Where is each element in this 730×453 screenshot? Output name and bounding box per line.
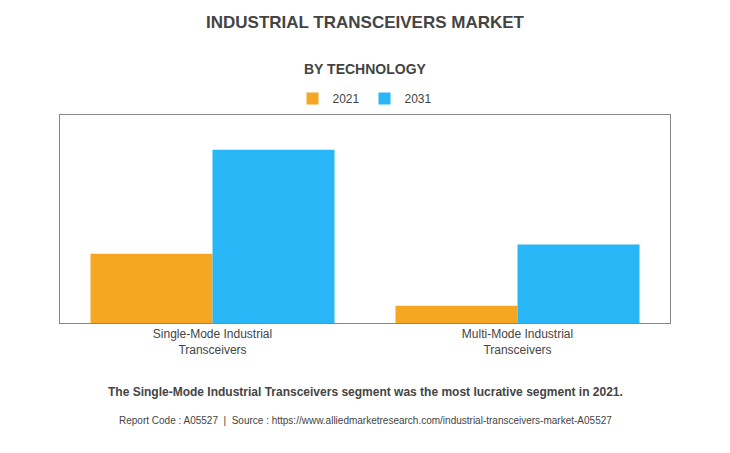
- svg-text:2031: 2031: [405, 92, 432, 106]
- svg-text:2021: 2021: [333, 92, 360, 106]
- svg-text:Single-Mode IndustrialTranscei: Single-Mode IndustrialTransceivers: [153, 327, 272, 357]
- svg-text:BY TECHNOLOGY: BY TECHNOLOGY: [304, 61, 427, 77]
- svg-text:The Single-Mode Industrial Tra: The Single-Mode Industrial Transceivers …: [108, 385, 623, 399]
- svg-text:Multi-Mode IndustrialTransceiv: Multi-Mode IndustrialTransceivers: [462, 327, 573, 357]
- svg-text:Report Code : A05527 | Sourc: Report Code : A05527 | Source : https://…: [119, 415, 612, 426]
- svg-text:INDUSTRIAL TRANSCEIVERS MARKET: INDUSTRIAL TRANSCEIVERS MARKET: [206, 13, 525, 32]
